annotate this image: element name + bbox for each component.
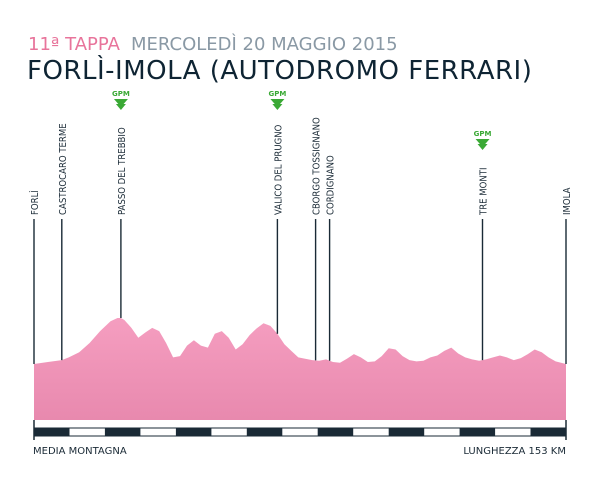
gpm-arrow bbox=[270, 99, 285, 107]
gpm-arrow bbox=[113, 99, 128, 107]
gpm-arrow bbox=[475, 139, 490, 147]
gpm-label: GPM bbox=[474, 130, 492, 138]
gpm-arrow-inner bbox=[272, 104, 283, 110]
gpm-arrow-inner bbox=[477, 144, 488, 150]
scale-bar-segment bbox=[530, 428, 566, 436]
location-label: TRE MONTI bbox=[479, 168, 490, 217]
gpm-icon: GPM bbox=[474, 130, 492, 150]
location-label: CASTROCARO TERME bbox=[58, 123, 69, 215]
location-markers: FORLÌ CASTROCARO TERME PASSO DEL TREBBIO GP… bbox=[29, 90, 573, 364]
scale-bar-segment bbox=[104, 428, 141, 436]
scale-bar-segment bbox=[388, 428, 425, 436]
gpm-label: GPM bbox=[112, 90, 130, 98]
location-label: CORDIGNANO bbox=[326, 155, 337, 215]
stage-date: MERCOLEDÌ 20 MAGGIO 2015 bbox=[130, 34, 398, 55]
stage-number: 11ª TAPPA bbox=[28, 34, 120, 55]
gpm-label: GPM bbox=[268, 90, 286, 98]
difficulty-label: MEDIA MONTAGNA bbox=[33, 446, 127, 457]
gpm-icon: GPM bbox=[112, 90, 130, 110]
route-title: FORLÌ-IMOLA (AUTODROMO FERRARI) bbox=[27, 56, 533, 86]
location-label: VALICO DEL PRUGNO bbox=[273, 124, 284, 215]
gpm-icon: GPM bbox=[268, 90, 286, 110]
location-label: FORLÌ bbox=[29, 190, 41, 215]
scale-bar-segment bbox=[317, 428, 354, 436]
location-label: CBORGO TOSSIGNANO bbox=[312, 117, 323, 215]
distance-scale-bar bbox=[33, 420, 567, 440]
scale-bar-segment bbox=[175, 428, 212, 436]
location-label: IMOLA bbox=[562, 187, 573, 215]
profile-area-group bbox=[34, 318, 566, 420]
scale-bar-segment bbox=[34, 428, 70, 436]
location-label: PASSO DEL TREBBIO bbox=[117, 127, 128, 215]
gpm-arrow-inner bbox=[115, 104, 126, 110]
scale-bar-segment bbox=[459, 428, 496, 436]
profile-area bbox=[34, 318, 566, 420]
stage-header: 11ª TAPPA MERCOLEDÌ 20 MAGGIO 2015 bbox=[28, 34, 398, 55]
scale-bar-segment bbox=[246, 428, 283, 436]
length-label: LUNGHEZZA 153 KM bbox=[463, 446, 566, 457]
